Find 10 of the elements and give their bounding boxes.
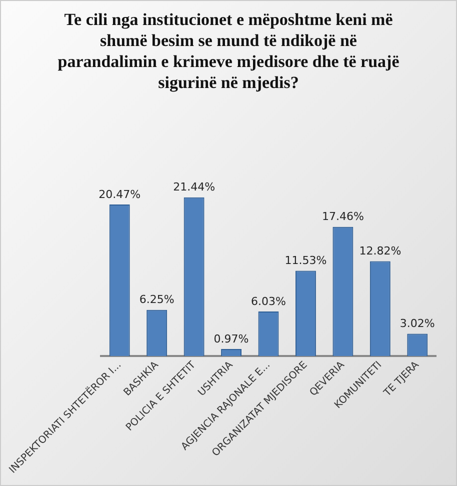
data-label: 12.82% bbox=[359, 244, 402, 258]
data-label: 0.97% bbox=[214, 332, 249, 346]
data-label: 11.53% bbox=[284, 254, 327, 268]
data-label: 17.46% bbox=[322, 210, 364, 224]
data-label: 6.03% bbox=[251, 294, 286, 308]
data-label: 3.02% bbox=[400, 317, 435, 330]
data-label: 6.25% bbox=[139, 293, 174, 306]
chart-title: Te cili nga institucionet e mëposhtme keni më shumë besim se mund të ndikojë në parandalimin e krimeve mjedisore dhe të ruajë sigurinë në mjedis? bbox=[56, 9, 400, 93]
data-label: 21.44% bbox=[173, 180, 216, 194]
data-label: 20.47% bbox=[98, 188, 141, 201]
